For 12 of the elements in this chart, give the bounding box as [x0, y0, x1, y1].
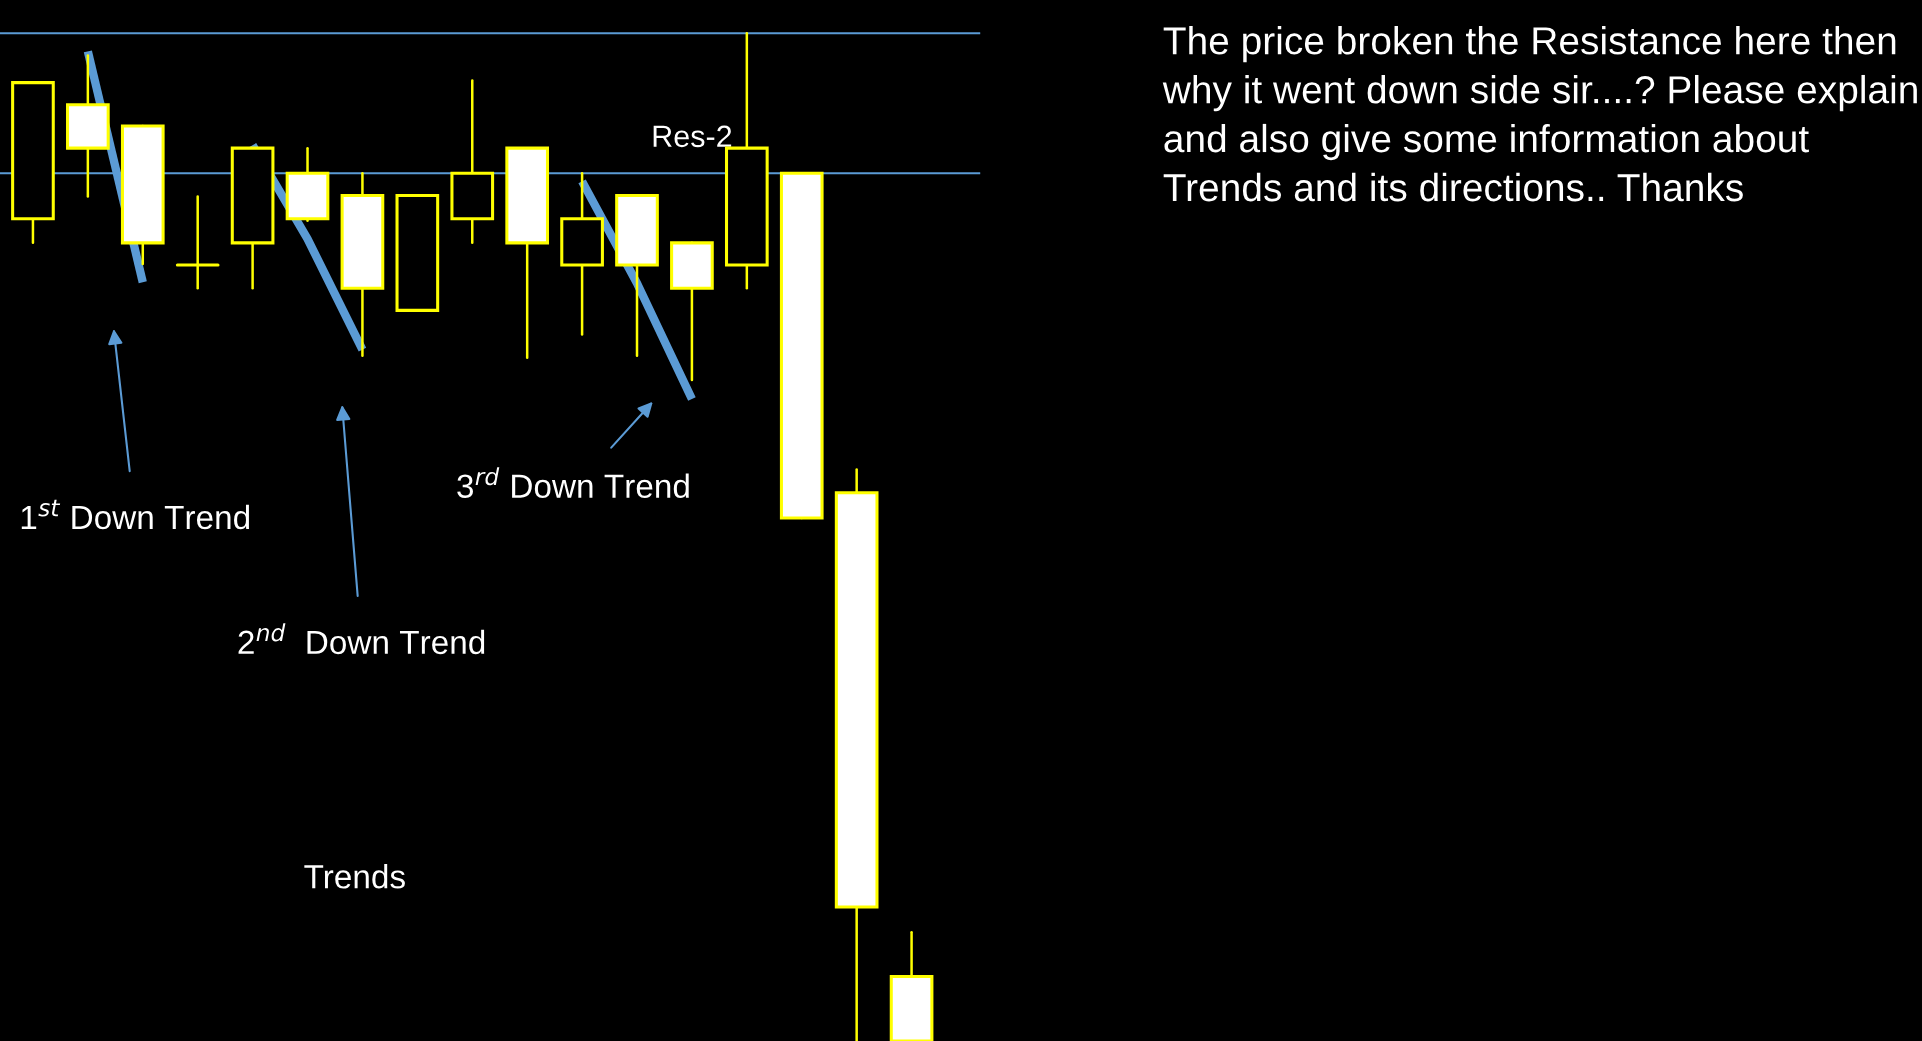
candlestick	[834, 468, 879, 1041]
annotation: Trends	[304, 864, 405, 889]
candlestick	[450, 79, 495, 245]
text: The price broken the Resistance here then why it went down side sir....? Please explain and also give some information about Trends and its directions.. Thanks	[1162, 26, 1917, 202]
ref-line-label: Res-2	[653, 125, 732, 148]
annotation: 1$^{st}$ Down Trend	[21, 499, 250, 530]
candlestick	[175, 195, 220, 290]
candlestick	[560, 172, 604, 336]
candlestick	[340, 172, 385, 357]
annotation: 3$^{rd}$ Down Trend	[457, 467, 689, 499]
candlestick	[66, 54, 110, 198]
annotation: 2$^{nd}$ Down Trend	[238, 623, 485, 655]
